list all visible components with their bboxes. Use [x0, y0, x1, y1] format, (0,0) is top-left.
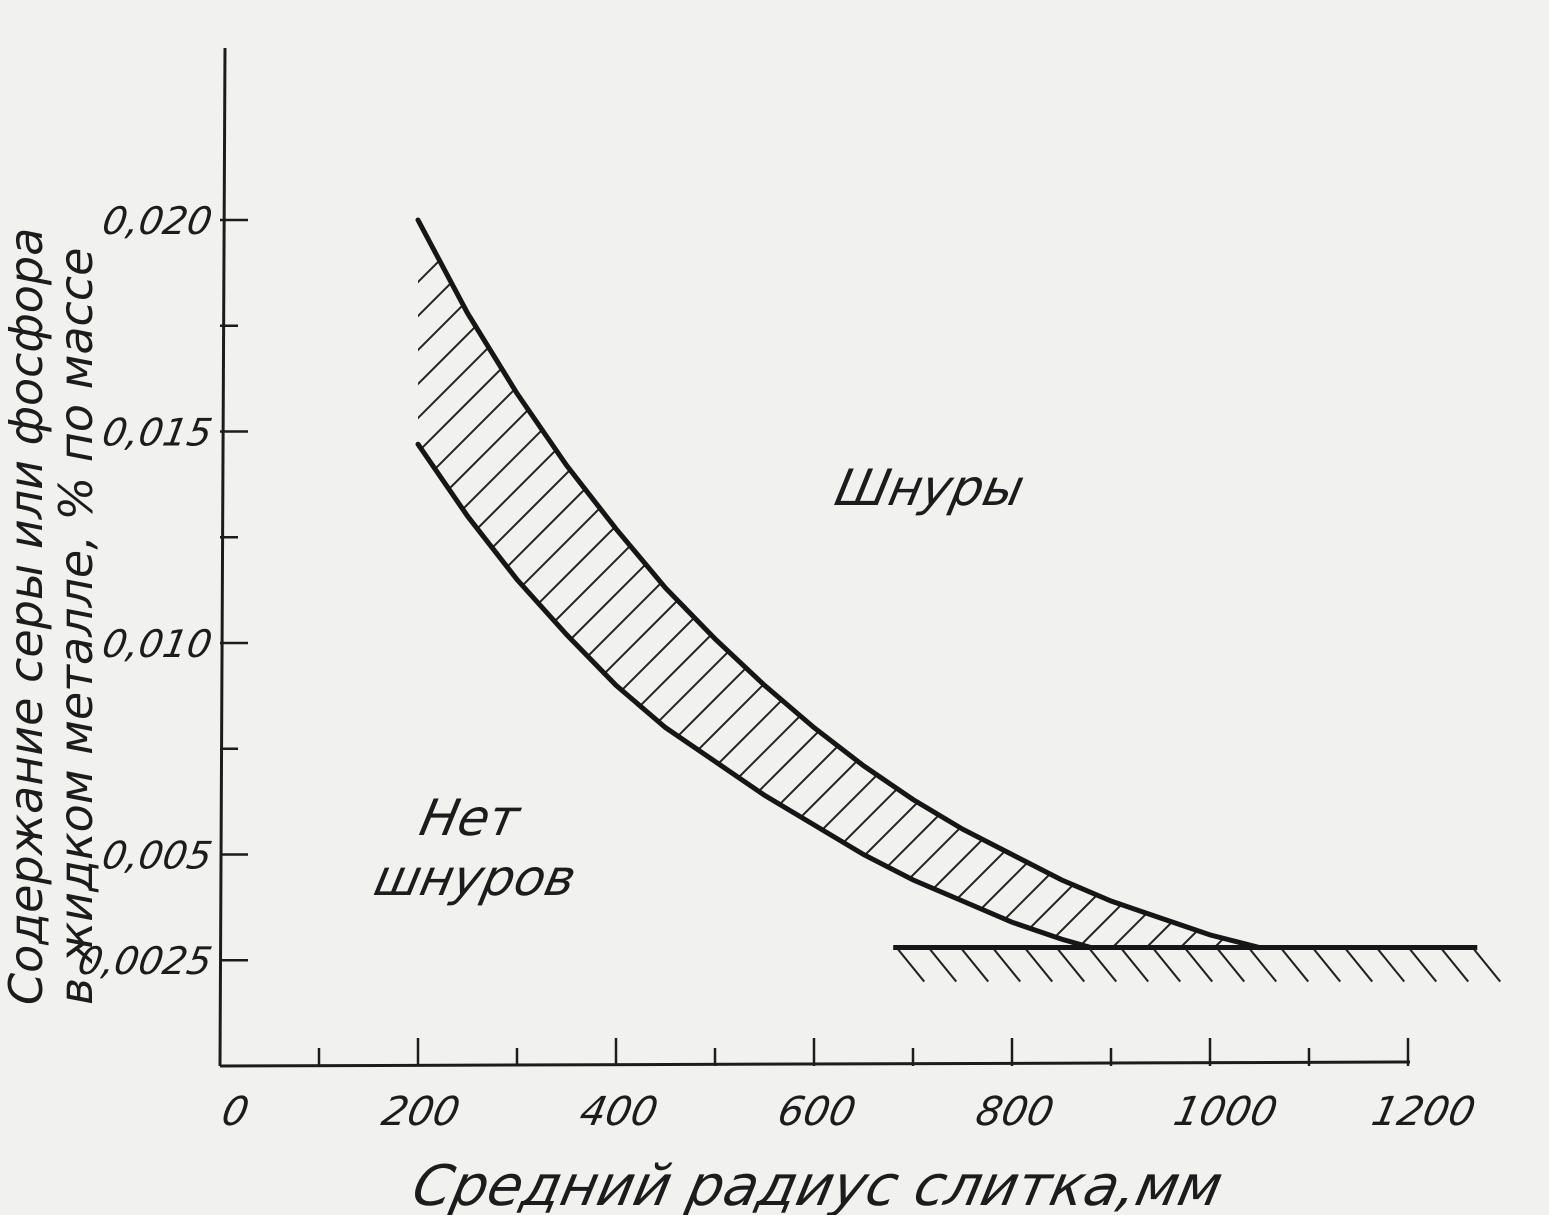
band-hatch-line [1095, 220, 1260, 948]
band-hatch-line [483, 220, 1260, 948]
band-hatch-line [418, 220, 1260, 948]
boundary-hatch [897, 948, 925, 983]
band-hatch-line [755, 220, 1260, 948]
y-axis [218, 47, 227, 1067]
ticks: 0 200 400 600 800 1000 1200 0,0025 0,005 0,010 0,0… [75, 199, 1480, 1135]
boundary-hatch [993, 948, 1021, 983]
boundary-hatch [1025, 948, 1053, 983]
series-layer [415, 217, 1262, 951]
band-hatch-line [585, 220, 1260, 948]
band-hatch-line [1368, 200, 1549, 1100]
boundary-layer [893, 945, 1501, 983]
boundary-hatch [1313, 948, 1341, 983]
boundary-hatch [1473, 948, 1501, 983]
boundary-hatch [1377, 948, 1405, 983]
boundary-hatch [961, 948, 989, 983]
x-tick-label-600: 600 [774, 1087, 860, 1134]
band-hatch-line [1300, 200, 1549, 1100]
boundary-hatch [1345, 948, 1373, 983]
y-tick-label-0,005: 0,005 [99, 834, 216, 879]
boundary-hatch [1121, 948, 1149, 983]
band-hatch-line [418, 220, 1113, 948]
y-axis-title-line1: Содержание серы или фосфора [0, 228, 53, 1005]
y-tick-label-0,010: 0,010 [99, 622, 216, 667]
region-label-no-cords-line2: шнуров [369, 849, 581, 907]
band-hatch-line [993, 220, 1260, 948]
lower-curve [415, 441, 1094, 951]
boundary-hatch [929, 948, 957, 983]
band-hatch-line [418, 220, 1011, 948]
boundary-hatch [1217, 948, 1245, 983]
band-hatch-line [959, 220, 1260, 948]
band-hatch-line [1266, 200, 1549, 1100]
y-axis-title-line2: в жидком металле, % по массе [49, 248, 103, 1005]
boundary-hatch [1409, 948, 1437, 983]
y-tick-label-0,0025: 0,0025 [75, 940, 216, 985]
upper-curve [415, 217, 1262, 951]
x-tick-label-1000: 1000 [1170, 1087, 1282, 1134]
band-hatch-line [891, 220, 1260, 948]
band-hatch-line [1027, 220, 1260, 948]
band-hatch-line [418, 220, 1215, 948]
boundary-hatch [1057, 948, 1085, 983]
region-label-cords: Шнуры [830, 459, 1029, 517]
boundary-hatch [1249, 948, 1277, 983]
band-hatch-line [1163, 220, 1260, 948]
x-tick-label-200: 200 [378, 1087, 464, 1134]
band-hatch-line [857, 220, 1260, 948]
y-tick-label-0,020: 0,020 [99, 199, 216, 244]
band-hatch-line [418, 220, 1147, 948]
axes [218, 47, 1411, 1068]
x-axis-title: Средний радиус слитка,мм [407, 1154, 1228, 1215]
x-tick-label-800: 800 [972, 1087, 1058, 1134]
boundary-hatch [1281, 948, 1309, 983]
boundary-hatch [1441, 948, 1469, 983]
boundary-hatch [1089, 948, 1117, 983]
x-tick-label-0: 0 [218, 1087, 254, 1134]
band-hatch-line [789, 220, 1260, 948]
x-tick-label-1200: 1200 [1368, 1087, 1480, 1134]
band-hatch-line [418, 220, 1045, 948]
band-hatch-line [1334, 200, 1549, 1100]
y-tick-label-0,015: 0,015 [99, 411, 216, 456]
hatch-layer [418, 200, 1549, 1100]
band-hatch-line [418, 220, 637, 948]
band-hatch-line [687, 220, 1260, 948]
band-hatch-line [551, 220, 1260, 948]
band-hatch-line [418, 220, 1260, 948]
band-hatch-line [1197, 220, 1260, 948]
band-hatch-line [418, 220, 603, 948]
region-label-no-cords-line1: Нет [415, 789, 526, 847]
band-hatch-line [823, 220, 1260, 948]
x-tick-label-400: 400 [576, 1087, 662, 1134]
band-hatch-line [418, 220, 977, 948]
band-hatch-line [517, 220, 1260, 948]
boundary-hatch [1153, 948, 1181, 983]
boundary-hatch [1185, 948, 1213, 983]
